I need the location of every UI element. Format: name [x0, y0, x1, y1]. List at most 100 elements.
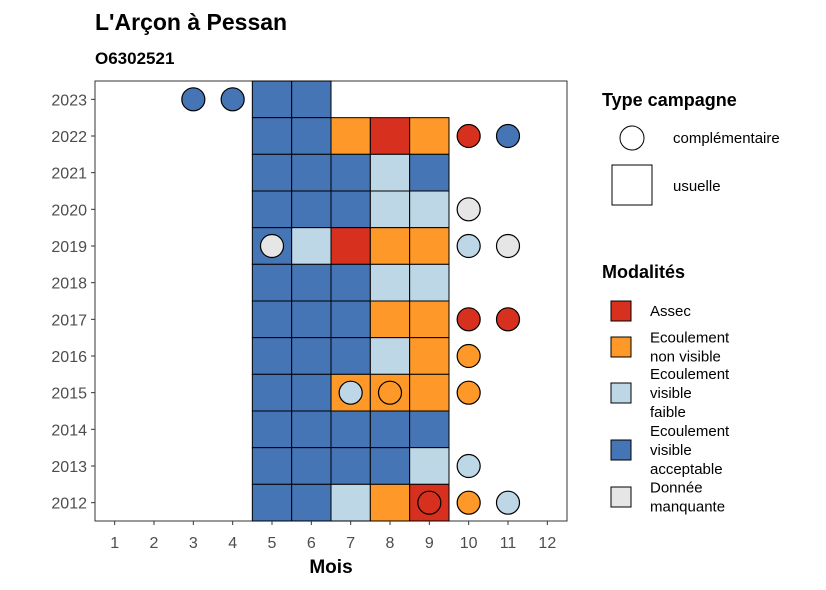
- usuelle-cell: [369, 447, 411, 485]
- usuelle-cell: [291, 227, 332, 265]
- x-tick-label: 2: [150, 535, 159, 552]
- x-tick-label: 1: [110, 535, 119, 552]
- usuelle-cell: [409, 300, 450, 339]
- usuelle-cell: [251, 483, 293, 522]
- usuelle-cell: [251, 263, 293, 302]
- usuelle-cell: [369, 300, 411, 339]
- legend-label-acceptable: visible: [650, 442, 692, 459]
- complementaire-point: [495, 233, 521, 259]
- legend-usuelle-label: usuelle: [673, 178, 721, 195]
- legend-label-nonvisible: non visible: [650, 349, 721, 366]
- complementaire-point: [456, 380, 481, 405]
- legend-label-acceptable: Ecoulement: [650, 423, 730, 440]
- usuelle-cell: [409, 263, 450, 302]
- y-tick-label: 2020: [51, 202, 87, 219]
- x-tick-label: 7: [346, 535, 355, 552]
- usuelle-cell: [330, 483, 371, 522]
- legend-key-faible: [610, 382, 632, 404]
- usuelle-cell: [330, 263, 371, 302]
- usuelle-cell: [330, 190, 371, 229]
- usuelle-cell: [369, 117, 411, 155]
- x-axis-label: Mois: [309, 557, 352, 578]
- usuelle-cell: [330, 337, 371, 375]
- legend-complementaire-label: complémentaire: [673, 130, 780, 147]
- complementaire-point: [456, 307, 481, 332]
- legend-label-assec: Assec: [650, 303, 691, 320]
- legend-key-manquante: [610, 486, 632, 508]
- usuelle-cell: [291, 153, 332, 192]
- legend-key-assec: [610, 300, 632, 322]
- usuelle-cell: [409, 447, 450, 485]
- usuelle-cell: [369, 263, 411, 302]
- y-tick-label: 2016: [51, 349, 87, 366]
- usuelle-cell: [369, 410, 411, 449]
- usuelle-cell: [330, 300, 371, 339]
- usuelle-cell: [291, 117, 332, 155]
- legend-square-key: [611, 164, 653, 206]
- usuelle-cell: [330, 447, 371, 485]
- legend-label-faible: faible: [650, 404, 686, 421]
- complementaire-points: [181, 87, 521, 515]
- usuelle-cell: [409, 190, 450, 229]
- y-tick-label: 2023: [51, 92, 87, 109]
- y-tick-label: 2017: [51, 312, 87, 329]
- usuelle-cell: [291, 190, 332, 229]
- usuelle-cell: [291, 337, 332, 375]
- complementaire-point: [456, 343, 481, 369]
- y-axis: 2012 2013 2014 2015 2016 2017 2018 2019 2020 2021…: [51, 92, 95, 513]
- usuelle-cell: [330, 153, 371, 192]
- usuelle-cell: [291, 373, 332, 412]
- usuelle-cell: [409, 410, 450, 449]
- y-tick-label: 2013: [51, 459, 87, 476]
- complementaire-point: [456, 453, 481, 479]
- usuelle-cell: [409, 227, 450, 265]
- legend-label-faible: Ecoulement: [650, 366, 730, 383]
- y-tick-label: 2022: [51, 129, 87, 146]
- usuelle-cell: [291, 483, 332, 522]
- y-tick-label: 2012: [51, 496, 87, 513]
- usuelle-cell: [291, 263, 332, 302]
- complementaire-point: [456, 123, 481, 149]
- x-tick-label: 9: [425, 535, 434, 552]
- complementaire-point: [417, 490, 442, 515]
- complementaire-point: [220, 87, 245, 112]
- legend-modalites-title: Modalités: [602, 262, 685, 282]
- legend-label-manquante: manquante: [650, 499, 725, 516]
- usuelle-cell: [330, 117, 371, 155]
- x-tick-label: 4: [228, 535, 237, 552]
- x-tick-label: 11: [500, 535, 517, 552]
- usuelle-cell: [409, 117, 450, 155]
- usuelle-cell: [369, 483, 411, 522]
- usuelle-cell: [369, 190, 411, 229]
- usuelle-cell: [251, 190, 293, 229]
- y-tick-label: 2015: [51, 386, 87, 403]
- usuelle-cell: [251, 300, 293, 339]
- legend-label-manquante: Donnée: [650, 480, 703, 497]
- complementaire-point: [259, 233, 285, 259]
- x-tick-label: 10: [460, 535, 478, 552]
- complementaire-point: [181, 87, 206, 112]
- x-tick-label: 6: [307, 535, 316, 552]
- complementaire-point: [456, 197, 481, 222]
- legend-label-nonvisible: Ecoulement: [650, 330, 730, 347]
- complementaire-point: [495, 123, 521, 149]
- y-tick-label: 2018: [51, 276, 87, 293]
- x-tick-label: 8: [386, 535, 395, 552]
- complementaire-point: [338, 380, 363, 405]
- complementaire-point: [377, 380, 403, 405]
- usuelle-cell: [369, 153, 411, 192]
- usuelle-cell: [291, 410, 332, 449]
- chart-subtitle: O6302521: [95, 49, 174, 68]
- legend-key-acceptable: [610, 439, 632, 461]
- legend-label-acceptable: acceptable: [650, 461, 723, 478]
- legend-key-nonvisible: [610, 336, 632, 358]
- legend-label-faible: visible: [650, 385, 692, 402]
- usuelle-cell: [409, 153, 450, 192]
- usuelle-cell: [251, 373, 293, 412]
- usuelle-cell: [369, 337, 411, 375]
- usuelle-cell: [251, 117, 293, 155]
- usuelle-cell: [251, 153, 293, 192]
- legend-circle-key: [619, 125, 645, 151]
- legend-type-campagne: Type campagne complémentaire usuelle: [602, 90, 780, 206]
